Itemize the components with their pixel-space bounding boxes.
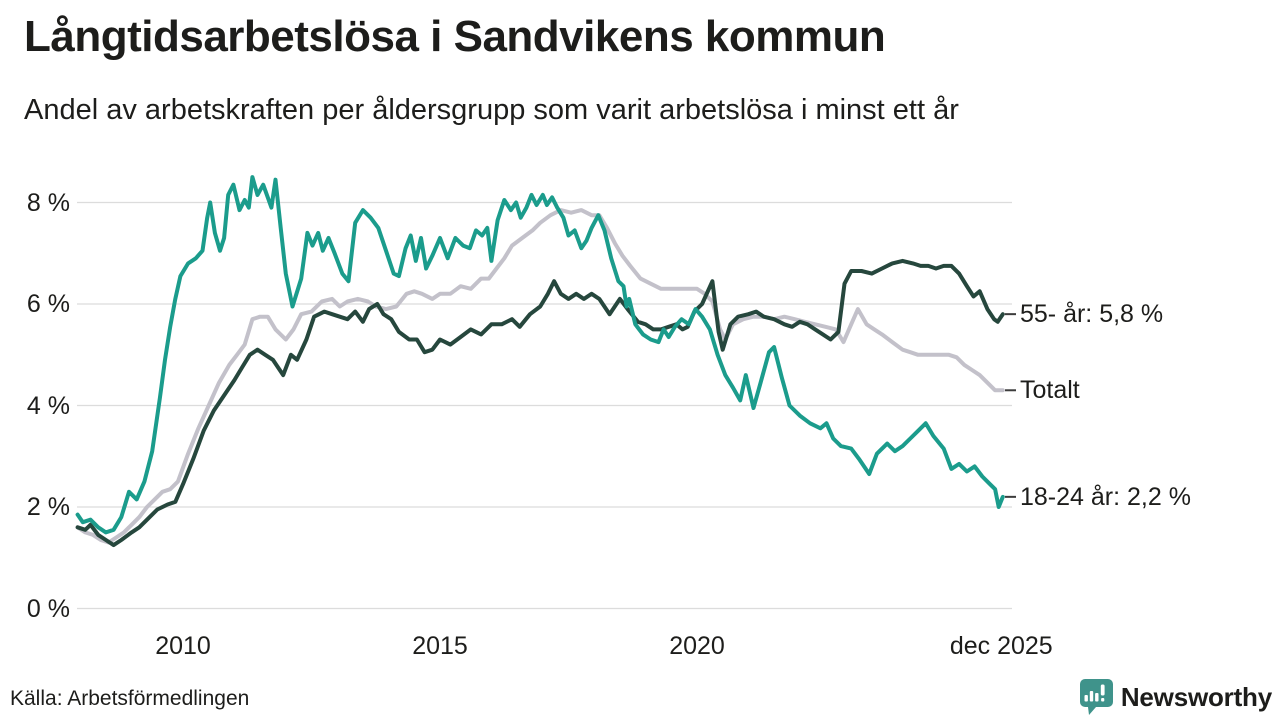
annotation-18-24: 18-24 år: 2,2 % bbox=[1020, 482, 1191, 511]
annotation-55-plus: 55- år: 5,8 % bbox=[1020, 300, 1164, 329]
x-axis-tick-label: 2010 bbox=[155, 632, 211, 660]
y-axis-tick-label: 0 % bbox=[26, 594, 70, 623]
source-note: Källa: Arbetsförmedlingen bbox=[10, 687, 250, 710]
page-subtitle: Andel av arbetskraften per åldersgrupp s… bbox=[24, 94, 959, 126]
newsworthy-logo: Newsworthy bbox=[1077, 678, 1272, 716]
x-axis-tick-label: 2015 bbox=[412, 632, 468, 660]
annotation-totalt: Totalt bbox=[1020, 376, 1080, 405]
y-axis-tick-label: 6 % bbox=[26, 290, 70, 318]
x-axis-tick-label: dec 2025 bbox=[949, 632, 1053, 660]
y-axis-tick-label: 4 % bbox=[26, 391, 70, 420]
page-title: Långtidsarbetslösa i Sandvikens kommun bbox=[24, 12, 886, 61]
newsworthy-logo-icon bbox=[1079, 679, 1113, 715]
y-axis-tick-label: 8 % bbox=[26, 188, 70, 217]
newsworthy-wordmark: Newsworthy bbox=[1120, 681, 1272, 712]
y-axis-tick-label: 2 % bbox=[26, 493, 70, 521]
x-axis-tick-label: 2020 bbox=[669, 632, 725, 660]
